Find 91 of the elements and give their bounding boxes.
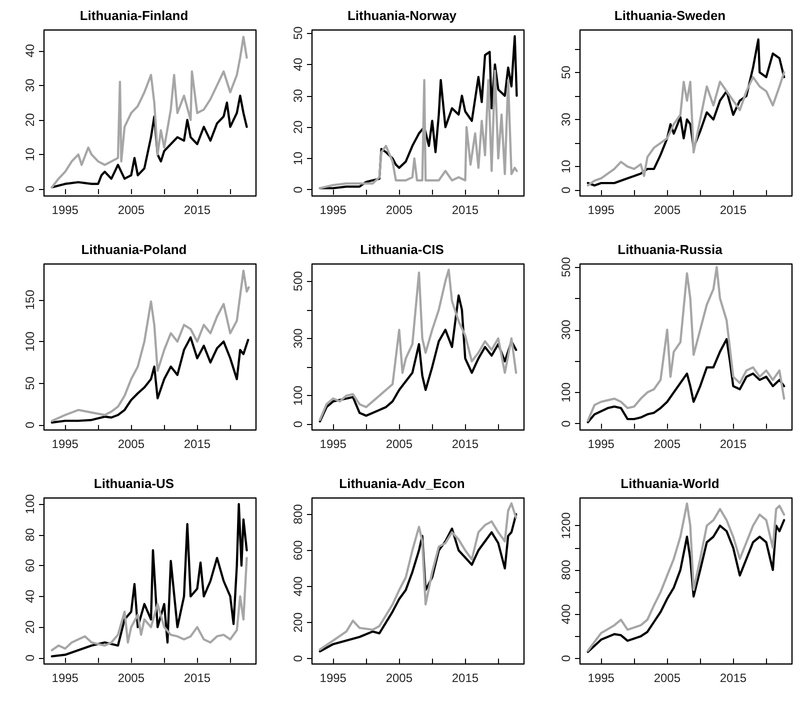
line-series xyxy=(50,503,248,658)
y-tick-label: 100 xyxy=(291,385,305,406)
chart-title: Lithuania-CIS xyxy=(360,242,444,257)
y-tick-label: 30 xyxy=(291,88,305,102)
y-tick-label: 1200 xyxy=(559,512,573,540)
x-tick-label: 2005 xyxy=(654,437,681,451)
x-tick-label: 1995 xyxy=(588,671,615,685)
chart-title: Lithuania-Poland xyxy=(81,242,187,257)
chart-title: Lithuania-US xyxy=(94,476,174,491)
x-tick-label: 2015 xyxy=(720,671,747,685)
x-tick-label: 2005 xyxy=(118,437,145,451)
y-tick-label: 800 xyxy=(559,560,573,580)
y-tick-label: 40 xyxy=(23,44,37,58)
x-tick-label: 2015 xyxy=(184,437,211,451)
y-tick-label: 500 xyxy=(291,270,305,292)
y-tick-label: 500 xyxy=(559,256,573,278)
line-series xyxy=(50,36,248,188)
y-tick-label: 0 xyxy=(291,186,305,194)
x-tick-label: 2005 xyxy=(118,203,145,217)
y-tick-label: 100 xyxy=(23,494,37,514)
y-tick-label: 20 xyxy=(291,120,305,134)
y-tick-label: 100 xyxy=(23,331,37,352)
y-tick-label: 100 xyxy=(559,382,573,402)
x-tick-label: 1995 xyxy=(588,203,615,217)
x-tick-label: 2005 xyxy=(654,203,681,217)
x-tick-label: 2015 xyxy=(184,671,211,685)
x-tick-label: 2015 xyxy=(720,437,747,451)
x-tick-label: 2005 xyxy=(118,671,145,685)
line-series xyxy=(586,38,786,187)
y-tick-label: 0 xyxy=(291,654,305,662)
y-tick-label: 600 xyxy=(291,540,305,560)
y-tick-label: 30 xyxy=(559,112,573,126)
line-series xyxy=(318,294,518,423)
y-tick-label: 400 xyxy=(291,576,305,596)
line-series xyxy=(50,336,250,424)
x-tick-label: 2005 xyxy=(386,203,413,217)
y-tick-label: 60 xyxy=(23,558,37,572)
x-tick-label: 1995 xyxy=(320,671,347,685)
line-series xyxy=(50,270,250,422)
y-tick-label: 0 xyxy=(23,185,37,192)
line-series xyxy=(586,71,786,187)
y-tick-label: 800 xyxy=(291,504,305,524)
x-tick-label: 2005 xyxy=(654,671,681,685)
y-tick-label: 300 xyxy=(559,319,573,340)
line-series xyxy=(50,94,248,188)
chart-title: Lithuania-Adv_Econ xyxy=(339,476,465,491)
y-tick-label: 0 xyxy=(291,420,305,428)
y-tick-label: 20 xyxy=(23,112,37,127)
y-tick-label: 40 xyxy=(23,589,37,604)
line-series xyxy=(50,556,248,652)
x-tick-label: 2015 xyxy=(452,671,479,685)
x-tick-label: 2015 xyxy=(720,203,747,217)
line-series xyxy=(586,338,786,424)
x-tick-label: 1995 xyxy=(52,671,79,685)
x-tick-label: 1995 xyxy=(52,437,79,451)
y-tick-label: 300 xyxy=(291,328,305,348)
y-tick-label: 0 xyxy=(23,654,37,662)
x-tick-label: 1995 xyxy=(320,437,347,451)
x-tick-label: 2005 xyxy=(386,437,413,451)
chart-title: Lithuania-Norway xyxy=(347,8,458,23)
y-tick-label: 400 xyxy=(559,604,573,624)
chart-title: Lithuania-Russia xyxy=(618,242,724,257)
y-tick-label: 200 xyxy=(291,612,305,633)
y-tick-label: 0 xyxy=(559,654,573,662)
y-tick-label: 50 xyxy=(559,65,573,80)
x-tick-label: 1995 xyxy=(588,437,615,451)
y-tick-label: 0 xyxy=(559,420,573,428)
line-series xyxy=(318,268,518,422)
y-tick-label: 10 xyxy=(291,151,305,166)
y-tick-label: 20 xyxy=(23,620,37,634)
chart-title: Lithuania-Sweden xyxy=(614,8,726,23)
y-tick-label: 10 xyxy=(23,148,37,162)
x-tick-label: 2015 xyxy=(184,203,211,217)
y-tick-label: 10 xyxy=(559,160,573,174)
y-tick-label: 0 xyxy=(23,421,37,428)
x-tick-label: 2015 xyxy=(452,203,479,217)
x-tick-label: 1995 xyxy=(320,203,347,217)
y-tick-label: 80 xyxy=(23,528,37,542)
y-tick-label: 30 xyxy=(23,78,37,92)
y-tick-label: 0 xyxy=(559,186,573,194)
line-series xyxy=(318,70,518,190)
line-series xyxy=(586,266,786,422)
x-tick-label: 2005 xyxy=(386,671,413,685)
y-tick-label: 50 xyxy=(23,376,37,390)
chart-title: Lithuania-Finland xyxy=(80,8,188,23)
y-tick-label: 150 xyxy=(23,290,37,310)
x-tick-label: 1995 xyxy=(52,203,79,217)
chart-title: Lithuania-World xyxy=(620,476,720,491)
x-tick-label: 2015 xyxy=(452,437,479,451)
y-tick-label: 50 xyxy=(291,26,305,40)
y-tick-label: 40 xyxy=(291,57,305,72)
